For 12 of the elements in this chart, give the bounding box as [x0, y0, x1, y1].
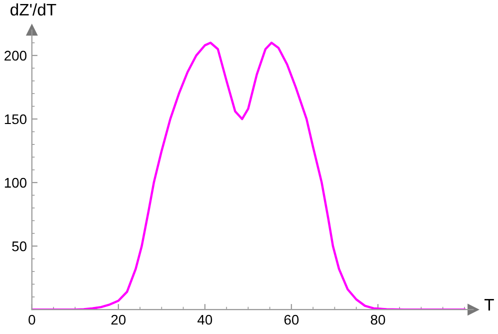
x-axis-title: T	[484, 299, 494, 311]
y-axis-title: dZ'/dT	[10, 3, 56, 16]
x-tick-label: 40	[198, 314, 212, 325]
x-tick-label: 60	[284, 314, 299, 325]
y-tick-label: 100	[4, 178, 26, 188]
y-tick-label: 50	[12, 241, 26, 252]
y-tick-label: 150	[4, 114, 26, 124]
x-tick-label: 0	[28, 314, 36, 325]
x-tick-label: 80	[370, 314, 386, 325]
x-tick-label: 20	[111, 314, 126, 325]
line-series	[32, 42, 466, 310]
y-tick-label: 200	[4, 50, 26, 61]
